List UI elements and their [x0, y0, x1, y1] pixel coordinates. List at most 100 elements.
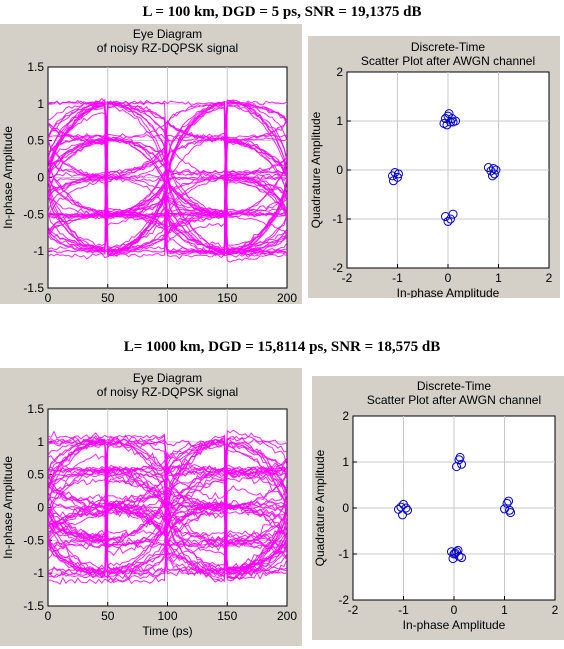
plot-content	[393, 452, 516, 564]
scatter-point	[397, 510, 407, 520]
y-tick-label: 2	[336, 65, 343, 79]
x-tick-label: -2	[342, 271, 353, 285]
y-axis-label: Quadrature Amplitude	[309, 111, 323, 228]
scatter-point	[444, 109, 454, 119]
scatter-point	[443, 216, 453, 226]
eye-trace	[48, 501, 287, 541]
y-tick-label: 1.5	[27, 402, 44, 416]
y-tick-label: 1.5	[27, 60, 44, 74]
x-axis-label: In-phase Amplitude	[397, 286, 500, 298]
eye-trace	[48, 179, 287, 260]
y-tick-label: -1	[33, 566, 44, 580]
chart-title: Discrete-Time	[417, 379, 492, 393]
scatter-point	[457, 459, 467, 469]
x-tick-label: -1	[398, 603, 409, 617]
y-tick-label: -1.5	[23, 599, 44, 613]
figure-title-bottom: L= 1000 km, DGD = 15,8114 ps, SNR = 18,5…	[123, 339, 441, 355]
scatter-point	[387, 171, 397, 181]
eye-trace	[48, 435, 287, 538]
scatter-point	[452, 547, 462, 557]
x-tick-label: 200	[277, 291, 297, 304]
x-tick-label: 1	[495, 271, 502, 285]
eye-diagram-panel-bottom: Eye Diagram of noisy RZ-DQPSK signal 0 50 1 0…	[0, 368, 302, 646]
x-tick-label: -2	[348, 603, 359, 617]
eye-trace	[48, 105, 287, 257]
y-tick-label: 1	[37, 435, 44, 449]
eye-trace	[48, 442, 287, 515]
chart-title: Eye Diagram	[133, 371, 202, 385]
scatter-point	[401, 503, 411, 513]
y-tick-label: -2	[338, 593, 349, 607]
scatter-point	[393, 172, 402, 182]
scatter-point	[394, 169, 404, 179]
eye-trace	[48, 136, 287, 213]
x-tick-label: 0	[451, 603, 458, 617]
y-tick-label: 0.5	[27, 468, 44, 482]
chart-subtitle: Scatter Plot after AWGN channel	[361, 54, 535, 68]
x-tick-label: 150	[217, 609, 237, 623]
eye-trace	[48, 105, 287, 254]
y-tick-label: 0	[37, 171, 44, 185]
scatter-point	[450, 548, 460, 558]
scatter-point	[483, 163, 493, 173]
eye-trace	[48, 465, 287, 567]
x-axis-label: Time (ps)	[142, 624, 192, 638]
y-tick-label: -1	[332, 212, 343, 226]
scatter-point	[488, 164, 498, 174]
x-tick-label: -1	[392, 271, 403, 285]
eye-trace	[48, 441, 287, 513]
eye-trace	[48, 449, 287, 585]
eye-diagram-panel-top: Eye Diagram of noisy RZ-DQPSK signal 0 50 10…	[0, 24, 302, 304]
eye-trace	[48, 464, 287, 571]
chart-subtitle: of noisy RZ-DQPSK signal	[97, 385, 238, 399]
x-tick-label: 50	[101, 291, 115, 304]
eye-trace	[48, 101, 287, 252]
y-tick-label: 1	[37, 97, 44, 111]
y-tick-label: -0.5	[23, 207, 44, 221]
scatter-point	[489, 169, 499, 179]
plot-content	[48, 97, 287, 263]
scatter-point	[447, 114, 457, 124]
chart-title: Discrete-Time	[411, 40, 486, 54]
scatter-point	[448, 209, 458, 219]
x-tick-label: 0	[445, 271, 452, 285]
y-tick-label: 0	[342, 501, 349, 515]
y-tick-label: -0.5	[23, 533, 44, 547]
x-tick-label: 150	[217, 291, 237, 304]
eye-trace	[48, 134, 287, 212]
eye-trace	[48, 141, 287, 219]
eye-trace	[48, 174, 287, 216]
x-tick-label: 1	[501, 603, 508, 617]
y-tick-label: -1.5	[23, 281, 44, 295]
scatter-point	[453, 545, 463, 555]
x-tick-label: 0	[45, 291, 52, 304]
chart-title: Eye Diagram	[133, 27, 202, 41]
eye-trace	[48, 181, 287, 260]
scatter-point	[446, 214, 456, 224]
y-tick-label: 1	[342, 455, 349, 469]
eye-trace	[48, 541, 287, 581]
y-tick-label: -1	[33, 244, 44, 258]
x-tick-label: 100	[157, 291, 177, 304]
chart-subtitle: of noisy RZ-DQPSK signal	[97, 41, 238, 55]
eye-trace	[48, 112, 287, 263]
y-tick-label: 0	[37, 501, 44, 515]
y-tick-label: -2	[332, 261, 343, 275]
x-axis-label: In-phase Amplitude	[403, 618, 506, 632]
eye-trace	[48, 104, 287, 254]
scatter-panel-bottom: Discrete-Time Scatter Plot after AWGN cha…	[312, 376, 564, 640]
x-tick-label: 50	[101, 609, 115, 623]
y-tick-label: -1	[338, 547, 349, 561]
x-tick-label: 2	[552, 603, 559, 617]
scatter-point	[452, 462, 462, 472]
y-tick-label: 1	[336, 114, 343, 128]
y-tick-label: 0	[336, 163, 343, 177]
y-axis-label: Quadrature Amplitude	[313, 449, 327, 566]
eye-trace	[48, 502, 287, 576]
scatter-panel-top: Discrete-Time Scatter Plot after AWGN cha…	[308, 36, 560, 298]
eye-trace	[48, 437, 287, 576]
